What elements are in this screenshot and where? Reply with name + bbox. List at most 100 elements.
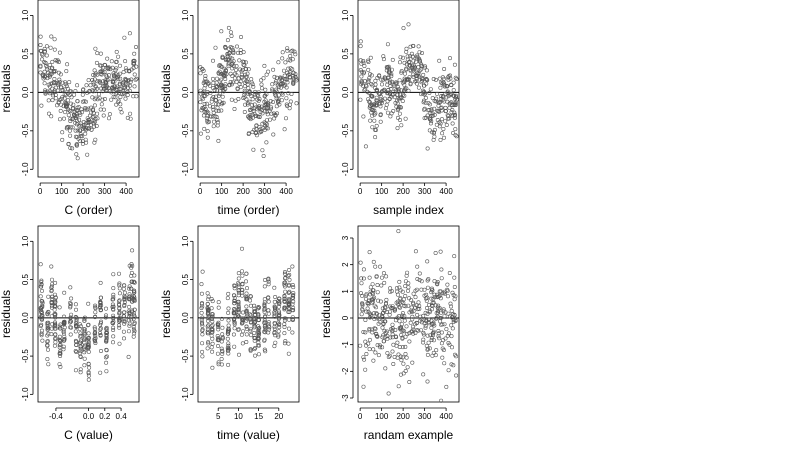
residual-point — [226, 310, 231, 315]
residual-point — [210, 105, 215, 110]
residual-point — [211, 76, 216, 81]
residual-point — [215, 76, 220, 81]
residual-point — [248, 317, 253, 322]
residual-point — [203, 107, 208, 112]
x-tick-label: 300 — [418, 187, 432, 196]
residual-point — [444, 327, 449, 332]
residual-point — [262, 300, 267, 305]
residual-point — [257, 115, 262, 120]
residual-point — [62, 290, 67, 295]
residual-point — [89, 127, 94, 132]
y-tick-label: -1.0 — [21, 387, 30, 401]
residual-point — [104, 338, 109, 343]
x-tick-label: 5 — [216, 412, 221, 421]
residual-point — [403, 293, 408, 298]
residual-point — [384, 274, 389, 279]
residual-point — [210, 319, 215, 324]
residual-point — [68, 300, 73, 305]
residual-point — [413, 322, 418, 327]
residual-point — [228, 30, 233, 35]
residual-point — [86, 106, 91, 111]
residual-point — [286, 303, 291, 308]
residual-point — [361, 276, 366, 281]
residual-point — [287, 272, 292, 277]
residual-point — [435, 108, 440, 113]
residual-point — [444, 384, 449, 389]
residual-point — [210, 299, 215, 304]
residual-point — [282, 299, 287, 304]
residual-point — [242, 90, 247, 95]
residual-point — [422, 293, 427, 298]
residual-point — [398, 325, 403, 330]
residual-point — [374, 98, 379, 103]
residual-point — [86, 370, 91, 375]
residual-point — [111, 286, 116, 291]
residual-point — [395, 101, 400, 106]
residual-point — [107, 77, 112, 82]
residual-point — [83, 131, 88, 136]
residual-point — [91, 80, 96, 85]
residual-point — [387, 312, 392, 317]
residual-point — [87, 89, 92, 94]
residual-point — [91, 114, 96, 119]
residual-point — [235, 87, 240, 92]
residual-point — [55, 82, 60, 87]
residual-point — [406, 285, 411, 290]
residual-point — [262, 347, 267, 352]
residual-point — [75, 83, 80, 88]
residual-point — [213, 45, 218, 50]
residual-point — [105, 56, 110, 61]
residual-point — [442, 84, 447, 89]
residual-point — [400, 80, 405, 85]
residual-point — [438, 85, 443, 90]
residual-point — [371, 347, 376, 352]
residual-point — [233, 98, 238, 103]
residual-point — [406, 88, 411, 93]
residual-point — [86, 371, 91, 376]
residual-point — [286, 326, 291, 331]
residual-point — [386, 88, 391, 93]
residual-point — [84, 83, 89, 88]
residual-point — [216, 120, 221, 125]
residual-point — [287, 277, 292, 282]
residual-point — [266, 327, 271, 332]
residual-point — [237, 58, 242, 63]
residual-point — [368, 55, 373, 60]
residual-point — [256, 352, 261, 357]
x-tick-label: 200 — [236, 187, 250, 196]
residual-point — [263, 93, 268, 98]
residual-point — [39, 333, 44, 338]
residual-point — [93, 305, 98, 310]
y-tick-label: 1 — [341, 289, 350, 294]
residual-point — [206, 294, 211, 299]
residual-point — [255, 107, 260, 112]
residual-point — [394, 300, 399, 305]
residual-point — [393, 80, 398, 85]
residual-point — [98, 63, 103, 68]
residual-point — [243, 102, 248, 107]
residual-point — [429, 107, 434, 112]
residual-point — [270, 82, 275, 87]
residual-point — [216, 109, 221, 114]
residual-point — [45, 320, 50, 325]
residual-point — [127, 304, 132, 309]
residual-point — [61, 344, 66, 349]
residual-point — [417, 50, 422, 55]
residual-point — [216, 138, 221, 143]
residual-point — [50, 86, 55, 91]
residual-point — [436, 100, 441, 105]
residual-point — [256, 324, 261, 329]
residual-point — [205, 327, 210, 332]
residual-point — [396, 229, 401, 234]
residual-point — [287, 309, 292, 314]
residual-point — [78, 349, 83, 354]
residual-point — [73, 89, 78, 94]
residual-point — [263, 328, 268, 333]
residual-point — [291, 308, 296, 313]
residual-point — [210, 365, 215, 370]
residual-point — [272, 304, 277, 309]
residual-point — [427, 308, 432, 313]
residual-point — [238, 79, 243, 84]
residual-point — [122, 310, 127, 315]
x-tick-label: 0.0 — [83, 412, 95, 421]
